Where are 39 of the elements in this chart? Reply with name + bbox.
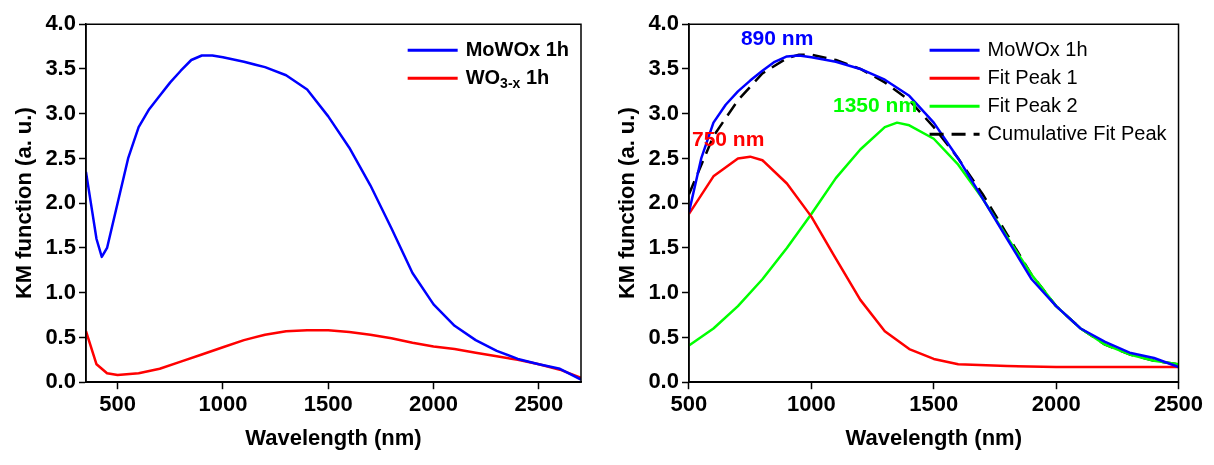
y-tick-label: 4.0 (648, 10, 679, 36)
x-axis-title: Wavelength (nm) (845, 424, 1022, 450)
y-tick-label: 0.0 (45, 368, 76, 394)
x-tick-label: 2500 (514, 391, 564, 417)
y-tick-label: 3.5 (45, 55, 76, 81)
x-tick-label: 1500 (303, 391, 353, 417)
y-tick-label: 2.5 (45, 144, 76, 170)
y-tick-label: 3.0 (648, 99, 679, 125)
y-tick-label: 0.5 (45, 323, 76, 349)
y-tick-label: 3.5 (648, 55, 679, 81)
annotation: 890 nm (740, 26, 814, 50)
x-axis-title: Wavelength (nm) (245, 424, 422, 450)
y-axis-title: KM function (a. u.) (614, 107, 640, 300)
y-axis-title: KM function (a. u.) (11, 107, 37, 300)
x-tick-label: 1500 (909, 391, 959, 417)
x-tick-label: 500 (99, 391, 136, 417)
legend-label: MoWOx 1h (987, 37, 1088, 60)
legend-label: Cumulative Fit Peak (987, 121, 1168, 144)
y-tick-label: 4.0 (45, 10, 76, 36)
y-tick-label: 3.0 (45, 99, 76, 125)
x-tick-label: 2500 (1154, 391, 1204, 417)
x-tick-label: 1000 (786, 391, 836, 417)
legend-label: MoWOx 1h (465, 37, 570, 60)
y-tick-label: 2.5 (648, 144, 679, 170)
y-tick-label: 0.5 (648, 323, 679, 349)
y-tick-label: 1.0 (648, 278, 679, 304)
x-tick-label: 500 (670, 391, 708, 417)
legend-label: Fit Peak 1 (987, 65, 1078, 88)
x-tick-label: 2000 (1031, 391, 1081, 417)
x-tick-label: 2000 (409, 391, 459, 417)
y-tick-label: 1.0 (45, 278, 76, 304)
y-tick-label: 0.0 (648, 368, 679, 394)
x-tick-label: 1000 (198, 391, 248, 417)
y-tick-label: 1.5 (45, 234, 76, 260)
y-tick-label: 2.0 (648, 189, 679, 215)
annotation: 1350 nm (833, 93, 918, 117)
legend-label: Fit Peak 2 (987, 93, 1078, 116)
y-tick-label: 1.5 (648, 234, 679, 260)
y-tick-label: 2.0 (45, 189, 76, 215)
